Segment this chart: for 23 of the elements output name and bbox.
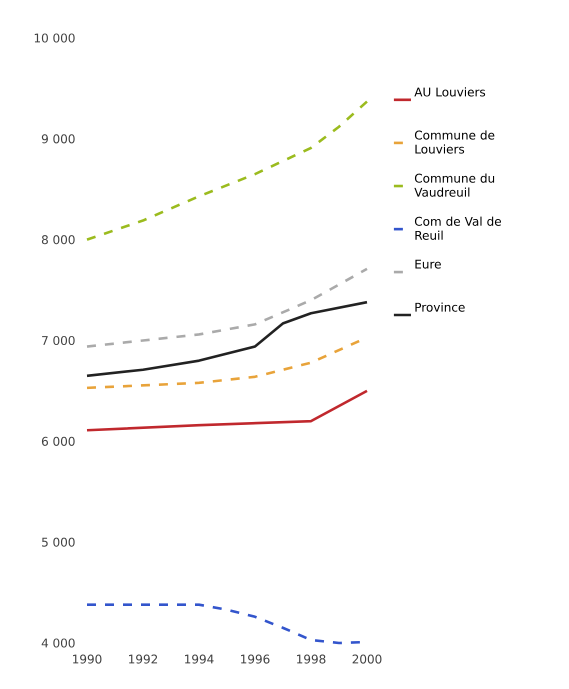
y-tick-label: 10 000	[34, 33, 75, 43]
legend-label: AU Louviers	[414, 87, 486, 97]
line-series	[86, 390, 368, 432]
x-tick-label: 1998	[297, 654, 326, 664]
y-tick-label: 7 000	[42, 336, 75, 346]
x-tick-label: 1992	[129, 654, 158, 664]
x-tick-label: 1990	[73, 654, 102, 664]
y-tick-label: 8 000	[42, 235, 75, 244]
line-series	[86, 100, 368, 241]
y-tick-label: 4 000	[42, 638, 75, 648]
y-tick-label: 9 000	[42, 134, 75, 144]
legend-label: Com de Val de Reuil	[414, 216, 502, 240]
y-tick-label: 6 000	[42, 436, 75, 446]
legend-label: Eure	[415, 260, 441, 269]
legend-label: Commune de Louviers	[414, 130, 494, 154]
legend-label: Commune du Vaudreuil	[414, 173, 494, 197]
x-tick-label: 1994	[185, 654, 214, 664]
x-tick-label: 2000	[352, 654, 382, 664]
line-series	[86, 300, 368, 378]
legend-label: Province	[415, 302, 465, 312]
line-series	[86, 268, 368, 348]
y-tick-label: 5 000	[42, 538, 75, 547]
x-tick-label: 1996	[241, 654, 270, 664]
